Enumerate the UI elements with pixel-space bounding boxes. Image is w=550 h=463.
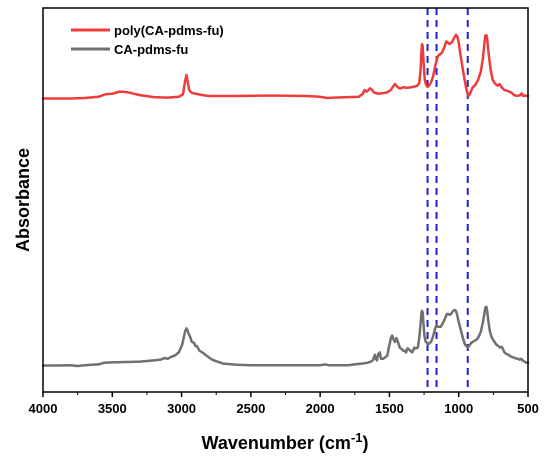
legend-label-ca: CA-pdms-fu bbox=[114, 42, 188, 57]
x-tick-label-2000: 2000 bbox=[306, 401, 335, 416]
legend: poly(CA-pdms-fu) CA-pdms-fu bbox=[71, 23, 224, 57]
x-tick-label-4000: 4000 bbox=[29, 401, 58, 416]
x-axis-label: Wavenumber (cm-1) bbox=[202, 430, 369, 453]
x-axis-ticks bbox=[42, 392, 529, 397]
x-tick-label-1500: 1500 bbox=[375, 401, 404, 416]
x-axis-label-main: Wavenumber (cm bbox=[202, 433, 351, 453]
series-line-2 bbox=[41, 305, 530, 368]
x-axis-tick-labels: 4000 3500 3000 2500 2000 1500 1000 500 bbox=[29, 401, 539, 416]
x-tick-label-3000: 3000 bbox=[167, 401, 196, 416]
x-tick-label-1000: 1000 bbox=[444, 401, 473, 416]
x-axis-label-superscript: -1 bbox=[351, 430, 363, 445]
reference-lines bbox=[426, 8, 469, 392]
x-tick-label-3500: 3500 bbox=[98, 401, 127, 416]
legend-label-poly: poly(CA-pdms-fu) bbox=[114, 23, 224, 38]
x-tick-label-500: 500 bbox=[517, 401, 539, 416]
series-group bbox=[41, 33, 530, 368]
x-tick-label-2500: 2500 bbox=[236, 401, 265, 416]
series-line-1 bbox=[41, 33, 530, 100]
x-axis-label-end: ) bbox=[362, 433, 368, 453]
y-axis-label: Absorbance bbox=[13, 148, 33, 252]
